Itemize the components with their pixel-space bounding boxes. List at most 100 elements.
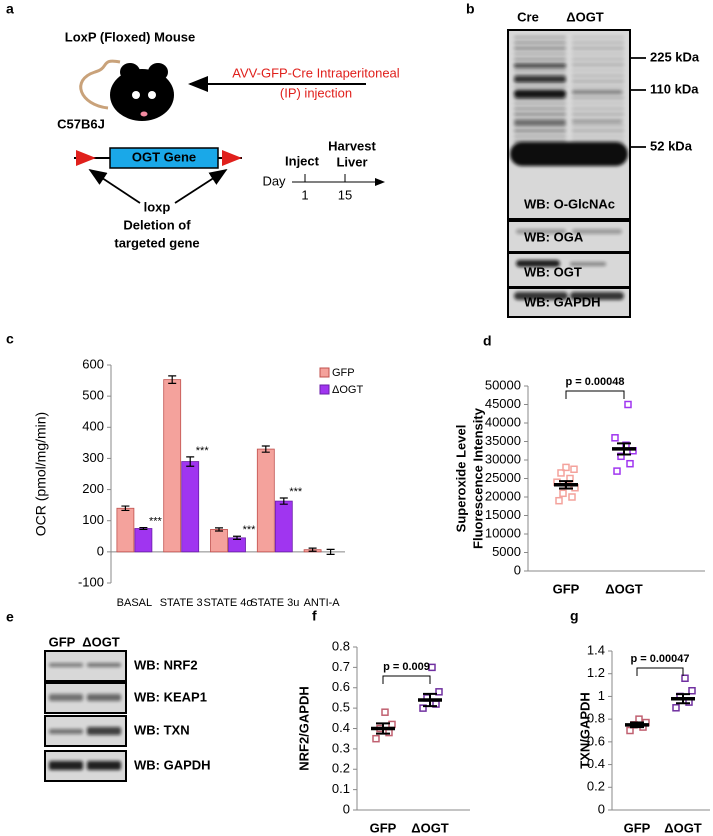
y-tick-label: 200 [82,481,104,496]
blot-band [514,64,566,68]
y-tick-label: 0.7 [332,659,350,674]
blot-band [572,58,624,61]
diagram-title: LoxP (Floxed) Mouse [65,29,196,44]
size-marker: 110 kDa [650,81,699,96]
mouse-ear [148,63,168,81]
y-tick-label: 1 [598,688,605,703]
injection-label: (IP) injection [280,85,352,100]
legend-label: ΔOGT [332,384,363,396]
y-tick-label: 10000 [485,525,521,540]
blot-band [87,663,121,667]
error-bar [215,527,223,532]
data-point [688,687,696,695]
blot-band [514,120,566,125]
legend-swatch [319,384,330,395]
data-point [559,489,567,498]
data-point [672,704,680,712]
strain-label: C57B6J [57,116,105,131]
p-value: p = 0.009 [383,661,430,673]
blot-band [572,96,624,99]
blot-column: ΔOGT [566,9,604,24]
y-tick-label: 100 [82,512,104,527]
blot-band [572,107,624,110]
y-tick-label: 0 [343,801,350,816]
data-point [617,452,625,461]
blot-band [87,727,121,735]
blot-band [514,76,566,82]
y-tick-label: 50000 [485,377,521,392]
legend-label: GFP [332,367,355,379]
blot-band [514,292,568,300]
panel-a: LoxP (Floxed) Mouse AVV-GFP-Cre Intraper… [57,29,400,250]
blot-band [516,229,566,234]
panel-label: c [6,331,14,347]
loxp-site [222,150,242,166]
bar [274,500,293,553]
blot-band [514,52,566,55]
blot-band [570,292,624,300]
x-tick-label: GFP [553,581,580,596]
y-tick-label: 0.4 [587,756,605,771]
blot-band [514,85,566,88]
blot-label: WB: OGA [524,229,584,244]
x-tick-label: STATE 4o [203,597,252,609]
error-bar [121,505,130,512]
blot-band [514,107,566,110]
blot-band [49,694,83,701]
data-point [388,720,396,729]
x-tick-label: GFP [370,820,397,835]
blot-background [507,220,631,253]
data-point [372,734,380,743]
data-point [624,400,632,409]
blot-band [49,729,83,734]
y-tick-label: 35000 [485,433,521,448]
timeline-label: Day [262,173,286,188]
mouse-ear [120,63,140,81]
blot-band [572,129,624,132]
error-bar [186,456,195,467]
significance-bracket [565,390,625,399]
x-tick-label: ΔOGT [605,581,643,596]
blot-label: WB: KEAP1 [134,689,207,704]
blot-band [510,142,628,166]
loxp-arrow [174,169,228,204]
y-axis-label: TXN/GAPDH [577,692,592,769]
significance-label: *** [149,515,163,527]
panel-label: f [312,608,317,624]
blot-band [514,69,566,72]
y-tick-label: 0.2 [332,761,350,776]
y-tick-label: 0 [514,562,521,577]
mouse-eye [148,91,156,99]
blot-background [507,252,631,288]
y-axis-label: NRF2/GAPDH [296,686,311,771]
y-axis-label: OCR (pmol/mg/min) [33,412,49,536]
data-point [428,663,436,672]
y-tick-label: 500 [82,388,104,403]
blot-band [572,229,622,234]
timeline-day: 15 [338,187,352,202]
panel-label: g [570,608,579,624]
y-tick-label: 400 [82,419,104,434]
legend-swatch [319,367,330,378]
y-tick-label: 45000 [485,396,521,411]
size-marker: 225 kDa [650,49,700,64]
y-tick-label: 20000 [485,488,521,503]
bar [134,528,153,553]
data-point [611,434,619,442]
mouse-nose [140,111,148,117]
y-tick-label: 0 [97,543,104,558]
deletion-label: targeted gene [114,235,199,250]
bar [181,461,200,553]
blot-band [572,47,624,50]
blot-band [514,129,566,132]
blot-band [572,41,624,44]
y-tick-label: 15000 [485,507,521,522]
y-tick-label: 300 [82,450,104,465]
timeline-label: Inject [285,153,320,168]
y-tick-label: 0.8 [332,638,350,653]
x-tick-label: STATE 3 [160,597,203,609]
y-tick-label: 40000 [485,414,521,429]
y-tick-label: 30000 [485,451,521,466]
panel-label: a [6,1,14,17]
